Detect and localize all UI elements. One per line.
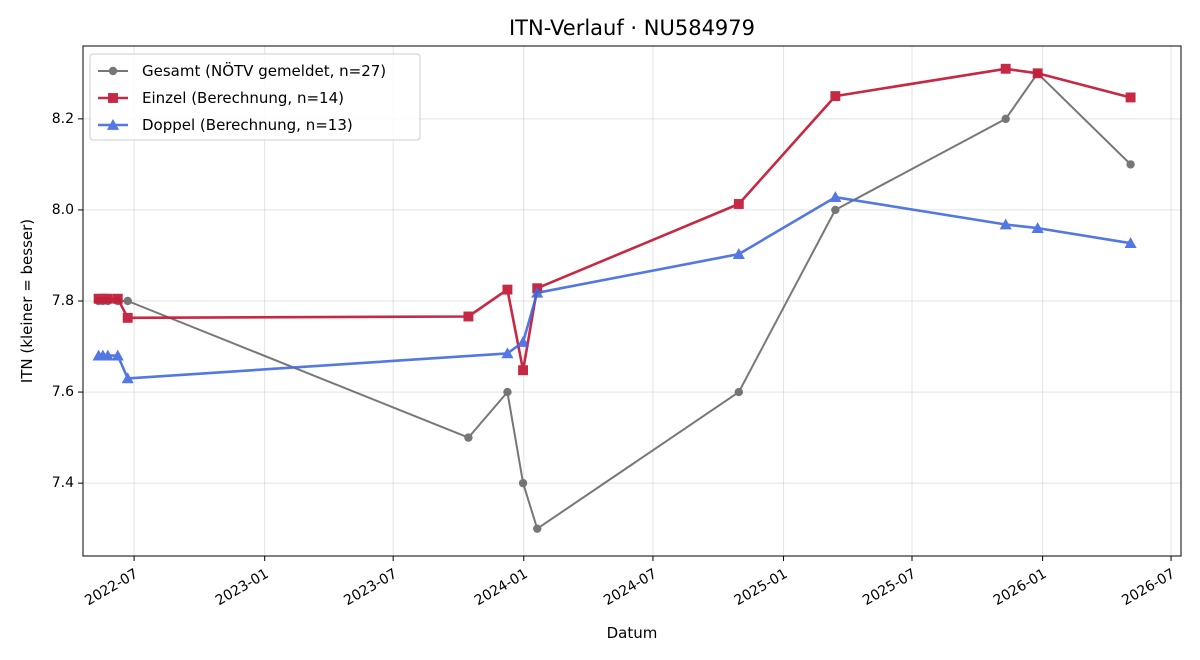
data-point: [1126, 160, 1135, 169]
y-axis-label: ITN (kleiner = besser): [18, 219, 36, 383]
data-point: [517, 335, 530, 347]
data-point: [1031, 222, 1044, 233]
data-point: [1000, 63, 1011, 74]
data-point: [1124, 237, 1137, 249]
x-tick-label: 2023-07: [341, 566, 400, 609]
chart-title: ITN-Verlauf · NU584979: [509, 16, 755, 40]
legend-label: Gesamt (NÖTV gemeldet, n=27): [142, 61, 386, 80]
data-point: [112, 293, 123, 304]
legend-label: Einzel (Berechnung, n=14): [142, 89, 344, 107]
data-point: [830, 91, 841, 102]
x-tick-label: 2025-01: [732, 566, 791, 609]
series-2: [92, 191, 1137, 384]
legend-swatch-marker: [108, 93, 118, 103]
y-tick-label: 8.0: [52, 202, 74, 218]
data-point: [518, 365, 529, 376]
x-tick-label: 2026-01: [991, 566, 1050, 609]
data-point: [1032, 68, 1043, 79]
data-point: [502, 284, 513, 295]
legend-swatch-marker: [108, 66, 118, 76]
data-point: [733, 199, 744, 209]
data-point: [97, 293, 108, 304]
y-axis: 7.4 7.6 7.8 8.0 8.2: [52, 111, 83, 491]
x-tick-label: 2024-01: [472, 566, 531, 609]
y-tick-label: 7.6: [52, 384, 74, 400]
data-point: [829, 191, 842, 203]
legend-entry: [98, 118, 128, 130]
data-point: [111, 349, 124, 361]
y-tick-label: 7.8: [52, 293, 74, 309]
data-point: [531, 286, 544, 298]
data-point: [831, 205, 840, 215]
x-tick-label: 2023-01: [213, 566, 272, 609]
series-layer: [92, 63, 1137, 533]
data-point: [533, 524, 542, 533]
x-tick-label: 2024-07: [601, 566, 660, 609]
legend-label: Doppel (Berechnung, n=13): [142, 116, 353, 134]
data-point: [464, 433, 473, 442]
data-point: [503, 387, 512, 397]
legend-swatch-marker: [106, 118, 120, 130]
x-tick-label: 2026-07: [1119, 566, 1178, 609]
grid: [83, 46, 1181, 556]
legend-entry: [98, 66, 128, 76]
data-point: [501, 347, 514, 359]
data-point: [102, 293, 113, 304]
data-point: [463, 311, 474, 322]
x-tick-label: 2025-07: [860, 566, 919, 609]
legend-box: [89, 53, 421, 141]
data-point: [732, 248, 745, 259]
data-point: [121, 372, 134, 384]
data-point: [101, 349, 114, 361]
x-tick-label: 2022-07: [82, 566, 141, 609]
x-axis-label: Datum: [607, 624, 658, 642]
data-point: [1125, 92, 1136, 103]
data-point: [734, 387, 744, 397]
data-point: [999, 218, 1012, 230]
data-point: [122, 312, 133, 323]
data-point: [1001, 114, 1010, 124]
legend-entry: [98, 93, 128, 103]
data-point: [518, 478, 528, 488]
y-tick-label: 7.4: [52, 475, 74, 491]
y-tick-label: 8.2: [52, 111, 74, 127]
data-point: [123, 296, 132, 306]
legend: Gesamt (NÖTV gemeldet, n=27) Einzel (Bere…: [89, 53, 421, 141]
x-axis: 2022-07 2023-01 2023-07 2024-01 2024-07 2025-…: [82, 556, 1178, 609]
